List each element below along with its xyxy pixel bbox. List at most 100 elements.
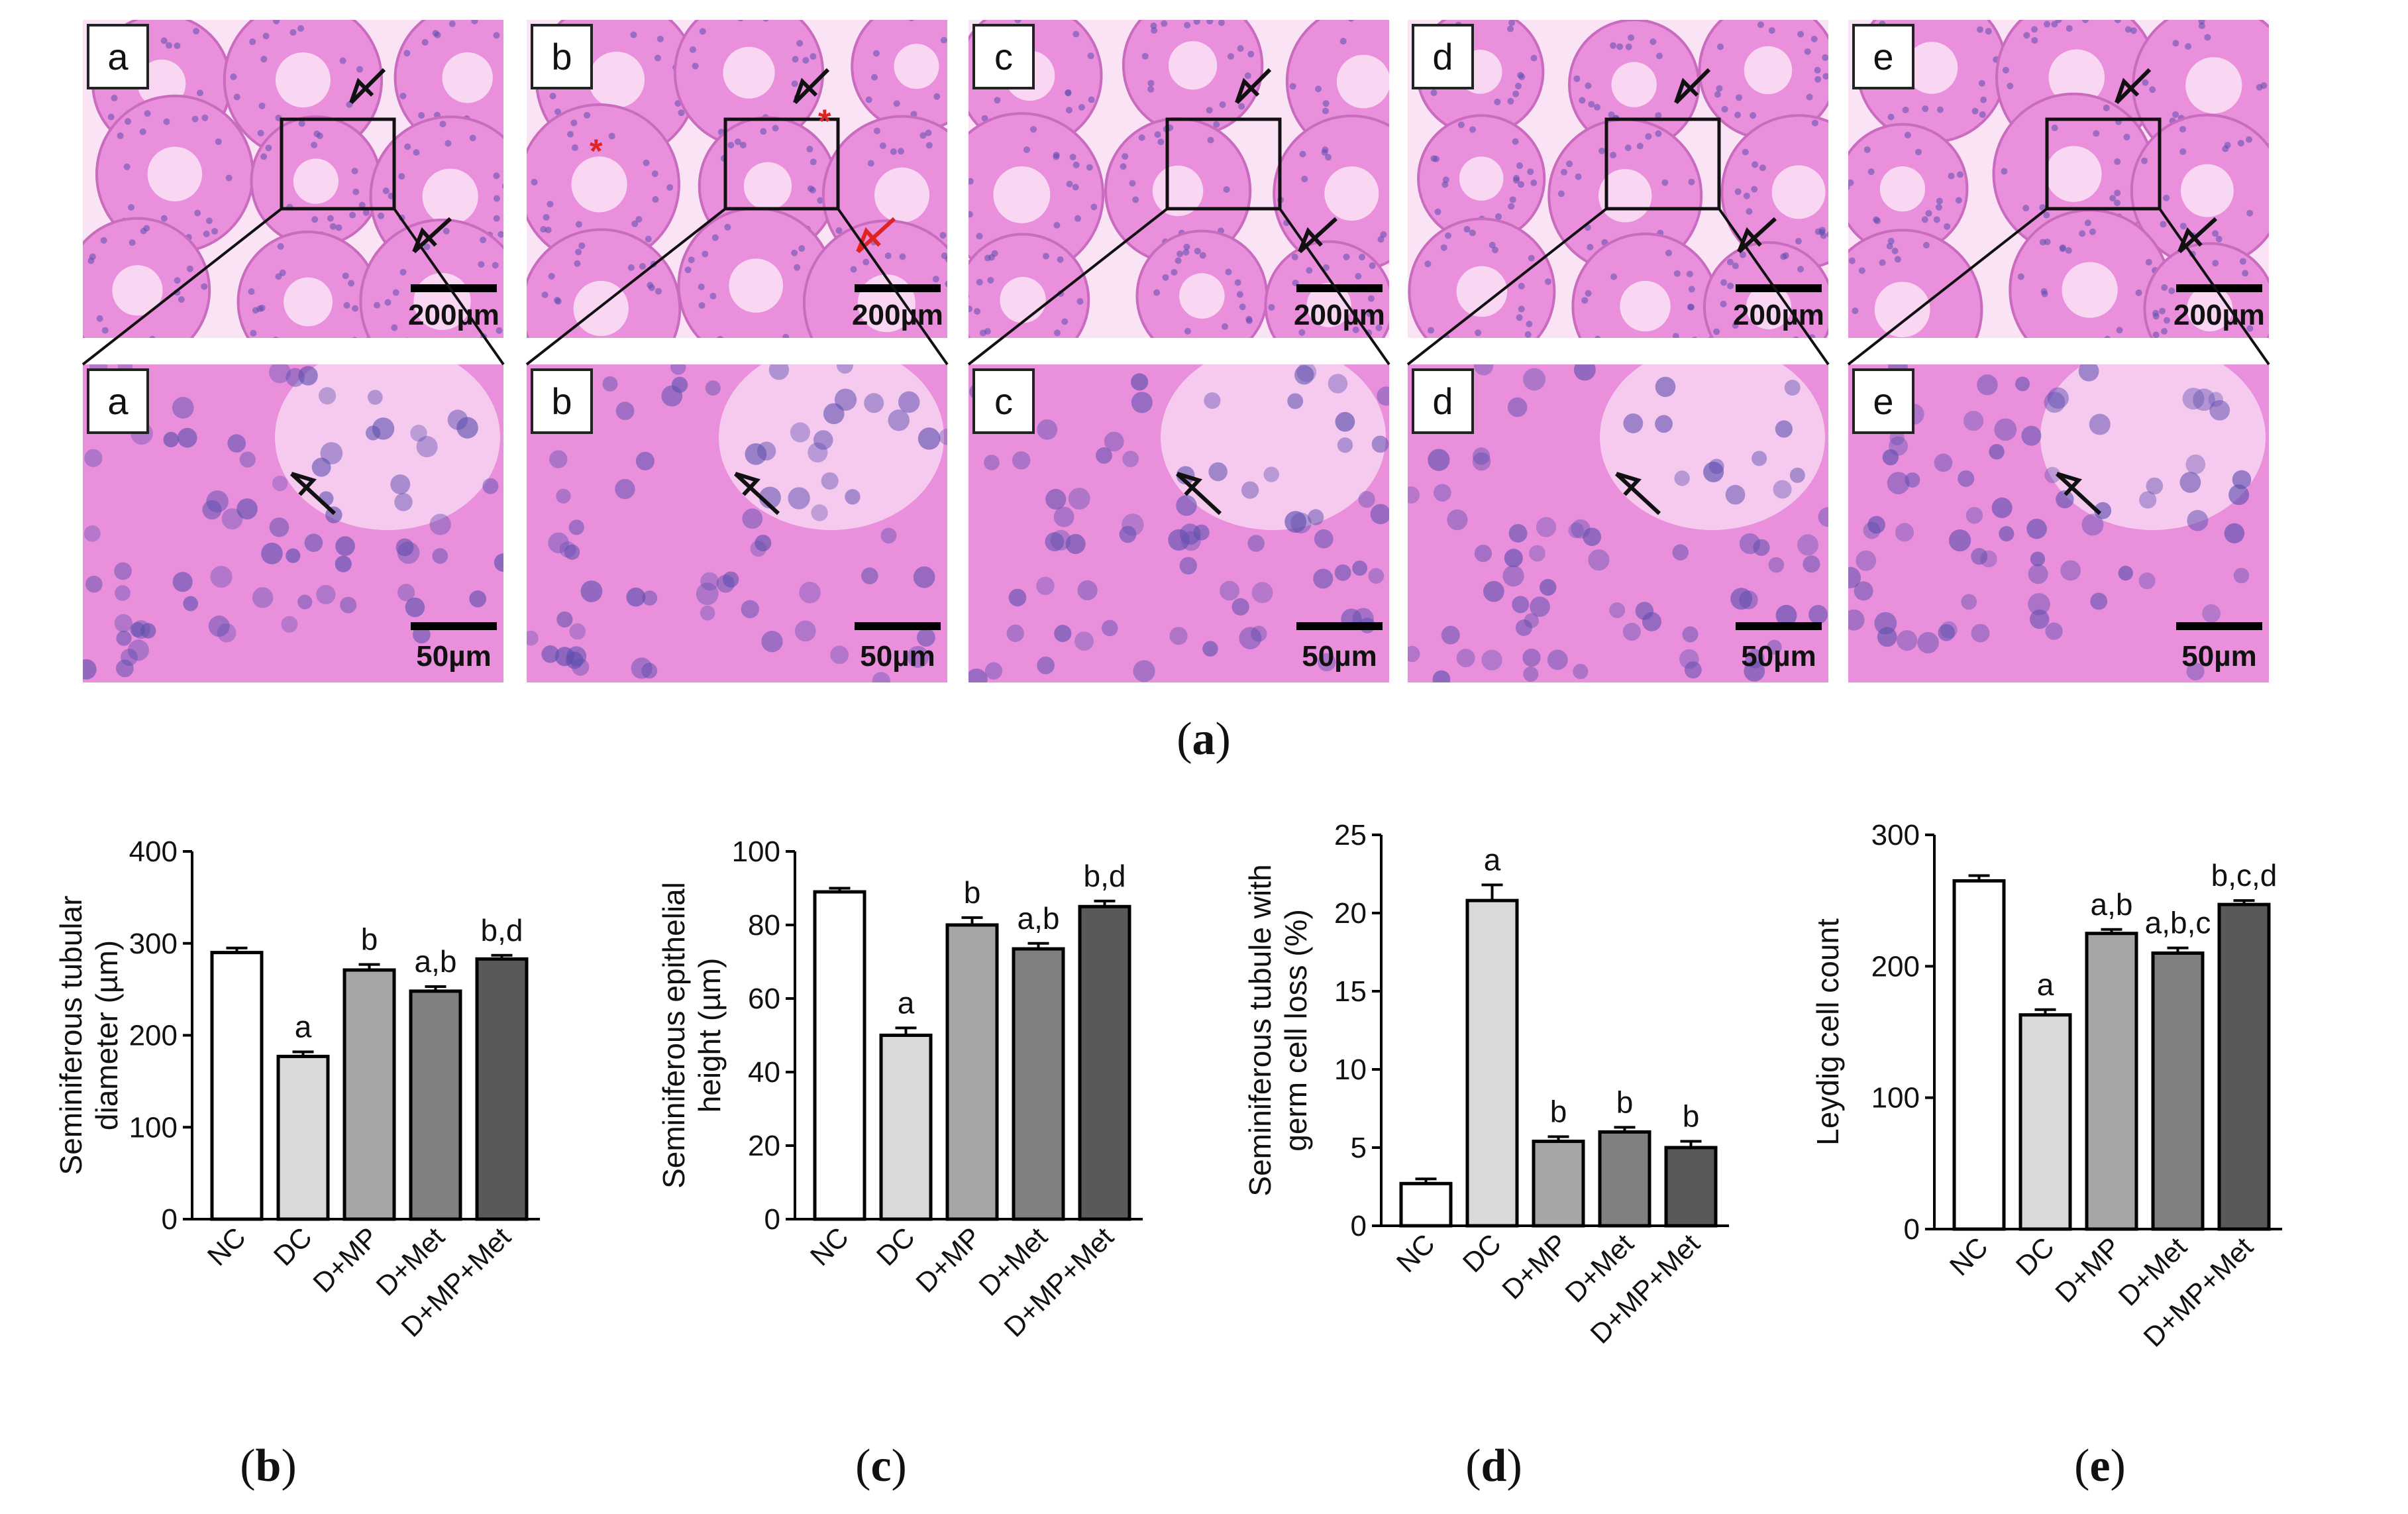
y-axis-label-line: diameter (µm) <box>89 940 124 1130</box>
cell-nucleus <box>239 451 256 468</box>
y-tick-label: 20 <box>748 1130 780 1162</box>
tubule-lumen <box>284 277 333 327</box>
panel-letter: c <box>994 36 1013 78</box>
cell-nucleus <box>559 541 576 558</box>
cell-nucleus <box>163 118 170 125</box>
cell-nucleus <box>2051 21 2058 28</box>
cell-nucleus <box>390 474 411 494</box>
cell-nucleus <box>2200 348 2207 354</box>
cell-nucleus <box>1858 267 1865 274</box>
cell-nucleus <box>1560 168 1567 176</box>
cell-nucleus <box>443 227 450 235</box>
cell-nucleus <box>2059 244 2066 251</box>
cell-nucleus <box>810 158 817 166</box>
cell-nucleus <box>258 102 266 109</box>
significance-label: b <box>1616 1085 1634 1119</box>
cell-nucleus <box>916 628 935 647</box>
cell-nucleus <box>2089 228 2096 235</box>
cell-nucleus <box>144 110 151 117</box>
cell-nucleus <box>1314 529 1334 549</box>
cell-nucleus <box>2233 568 2250 584</box>
cell-nucleus <box>1649 38 1657 46</box>
cell-nucleus <box>574 260 581 267</box>
cell-nucleus <box>362 209 370 216</box>
cell-nucleus <box>1746 208 1753 215</box>
cell-nucleus <box>322 352 329 358</box>
cell-nucleus <box>739 141 747 148</box>
panel-letter-box <box>972 24 1035 89</box>
cell-nucleus <box>510 307 517 313</box>
tubule-lumen <box>293 158 339 204</box>
cell-nucleus <box>1610 273 1618 280</box>
scale-bar-label: 50µm <box>416 640 491 673</box>
cell-nucleus <box>221 508 243 530</box>
cell-nucleus <box>949 67 956 74</box>
cell-nucleus <box>893 100 900 107</box>
cell-nucleus <box>517 114 524 121</box>
cell-nucleus <box>540 226 547 233</box>
cell-nucleus <box>608 133 615 140</box>
cell-nucleus <box>1977 374 1998 396</box>
cell-nucleus <box>2232 470 2252 490</box>
panel-letter-box <box>87 368 149 434</box>
cell-nucleus <box>384 299 392 306</box>
cell-nucleus <box>1469 229 1476 237</box>
cell-nucleus <box>323 349 330 356</box>
spermatozoa-arrow-head <box>1616 472 1642 496</box>
cell-nucleus <box>1804 48 1811 55</box>
cell-nucleus <box>2212 260 2219 267</box>
cell-nucleus <box>1447 509 1468 531</box>
cell-nucleus <box>279 269 286 276</box>
cell-nucleus <box>1473 364 1494 376</box>
cell-nucleus <box>2145 258 2152 266</box>
tubule-lumen <box>1161 364 1386 530</box>
cell-nucleus <box>666 184 674 191</box>
cell-nucleus <box>836 364 853 374</box>
cell-nucleus <box>1524 613 1540 628</box>
cell-nucleus <box>631 220 639 227</box>
cell-nucleus <box>2044 21 2051 28</box>
cell-nucleus <box>1730 588 1753 610</box>
bar-D+MP+Met <box>2217 902 2271 1231</box>
cell-nucleus <box>346 101 353 108</box>
cell-nucleus <box>269 517 289 537</box>
significance-label: a <box>295 1009 312 1044</box>
cell-nucleus <box>257 129 264 136</box>
cell-nucleus <box>2232 347 2239 353</box>
cell-nucleus <box>448 20 456 27</box>
cell-nucleus <box>339 57 346 64</box>
tubule-arrow-head <box>856 227 881 253</box>
cell-nucleus <box>1523 368 1545 391</box>
tubule-arrow-head <box>2115 78 2140 103</box>
cell-nucleus <box>1006 624 1024 642</box>
cell-nucleus <box>1515 619 1532 636</box>
cell-nucleus <box>172 572 193 592</box>
y-axis-label-line: Seminiferous tubular <box>54 896 88 1175</box>
cell-nucleus <box>1895 523 1914 542</box>
significance-label: b <box>1550 1094 1567 1128</box>
cell-nucleus <box>699 28 706 35</box>
cell-nucleus <box>1739 533 1761 555</box>
cell-nucleus <box>570 119 578 127</box>
cell-nucleus <box>1086 164 1093 171</box>
y-tick-label: 60 <box>748 983 780 1015</box>
chart-d: 0 5 10 15 20 25 Seminiferous tubule withgerm c… <box>1243 819 1729 1491</box>
cell-nucleus <box>1502 565 1524 587</box>
tubule-lumen <box>2185 57 2242 114</box>
cell-nucleus <box>492 262 499 269</box>
cell-nucleus <box>1635 358 1642 365</box>
cell-nucleus <box>2224 523 2245 544</box>
cell-nucleus <box>404 143 411 150</box>
cell-nucleus <box>1963 410 1984 431</box>
cell-nucleus <box>1803 555 1820 573</box>
cell-nucleus <box>567 131 574 138</box>
cell-nucleus <box>865 96 872 103</box>
cell-nucleus <box>1961 594 1977 610</box>
cell-nucleus <box>1795 238 1802 245</box>
cell-nucleus <box>217 623 236 643</box>
cell-nucleus <box>1355 272 1362 280</box>
cell-nucleus <box>1663 349 1670 355</box>
cell-nucleus <box>802 57 810 64</box>
cell-nucleus <box>1069 154 1076 161</box>
